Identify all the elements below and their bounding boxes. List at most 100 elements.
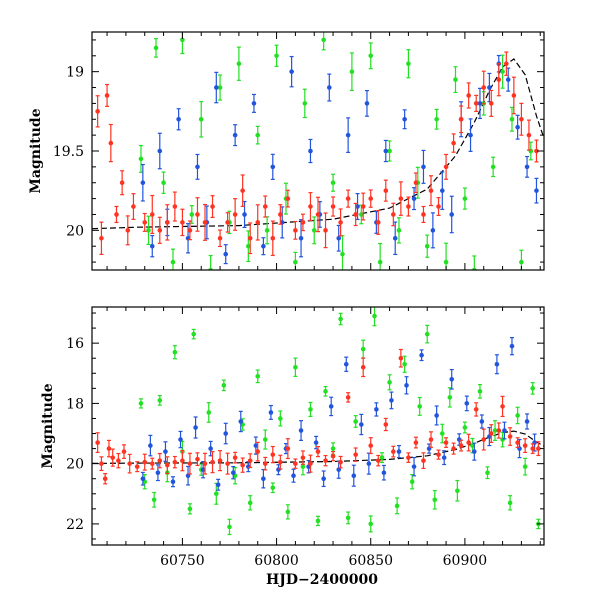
data-point [114, 212, 119, 217]
data-point [496, 77, 502, 82]
data-point [172, 459, 178, 465]
data-point [206, 410, 212, 415]
data-point [262, 204, 268, 209]
y-tick-label: 19.5 [53, 144, 84, 160]
data-point [315, 518, 321, 524]
data-point [134, 464, 140, 469]
data-point [223, 431, 229, 436]
data-point [502, 428, 507, 433]
data-point [262, 437, 268, 442]
data-point [157, 148, 163, 154]
data-point [264, 228, 270, 233]
data-point [353, 419, 358, 424]
data-point [440, 188, 445, 193]
data-point [253, 443, 259, 448]
data-point [443, 259, 449, 265]
data-point [172, 349, 178, 355]
top-panel: 19 19.5 20 Magnitude [28, 31, 545, 271]
data-point [300, 455, 306, 460]
data-point [246, 243, 251, 249]
data-point [108, 140, 114, 146]
data-point [247, 500, 253, 506]
data-point [524, 164, 530, 170]
data-point [360, 346, 366, 352]
data-point [293, 259, 298, 265]
data-point [119, 180, 125, 186]
data-point [490, 164, 496, 170]
data-point [311, 228, 317, 233]
data-point [238, 419, 244, 424]
data-point [359, 212, 364, 217]
data-point [413, 180, 419, 186]
data-point [375, 220, 381, 225]
data-point [315, 212, 321, 217]
data-point [278, 459, 283, 465]
data-point [240, 462, 245, 468]
data-point [261, 476, 266, 482]
data-point [515, 440, 520, 445]
data-point [368, 196, 374, 201]
data-point [360, 204, 366, 209]
data-point [172, 204, 178, 209]
data-point [227, 524, 232, 530]
data-point [432, 497, 438, 503]
data-point [140, 180, 146, 186]
data-point [355, 204, 360, 209]
data-point [351, 473, 357, 479]
data-point [149, 243, 155, 249]
data-point [95, 440, 100, 445]
data-point [381, 470, 387, 475]
data-point [462, 425, 468, 430]
data-point [247, 235, 253, 241]
data-point [421, 458, 426, 463]
data-point [200, 467, 206, 472]
data-point [488, 101, 494, 106]
data-point [180, 220, 185, 225]
data-point [298, 235, 304, 241]
data-point [436, 452, 441, 457]
data-point [279, 220, 285, 225]
data-point [505, 77, 511, 82]
data-point [364, 101, 370, 106]
data-point [255, 449, 261, 454]
data-point [191, 331, 196, 337]
data-point [180, 37, 185, 43]
data-point [336, 467, 342, 472]
data-point [345, 196, 351, 201]
data-point [217, 85, 223, 90]
data-point [195, 164, 200, 170]
data-point [398, 196, 404, 201]
data-point [509, 116, 515, 122]
data-point [477, 101, 483, 106]
data-point [345, 515, 351, 521]
data-point [155, 470, 161, 475]
data-point [149, 461, 155, 466]
top-data-layer [92, 32, 544, 270]
data-point [462, 196, 468, 201]
data-point [232, 132, 238, 138]
data-point [221, 383, 227, 388]
data-point [298, 428, 304, 433]
data-point [421, 212, 426, 217]
data-point [377, 259, 383, 265]
data-point [466, 93, 471, 98]
data-point [372, 313, 377, 319]
data-point [511, 93, 517, 98]
data-point [151, 497, 157, 503]
data-point [473, 101, 479, 106]
x-tick-label: 60800 [254, 553, 299, 569]
data-point [270, 485, 276, 491]
data-point [530, 386, 535, 391]
data-point [313, 440, 319, 445]
data-point [336, 235, 342, 241]
series-2 [95, 348, 541, 485]
data-point [451, 446, 456, 451]
data-point [99, 461, 104, 466]
series-0 [138, 307, 541, 536]
data-point [360, 364, 366, 370]
data-point [121, 449, 127, 454]
data-point [195, 456, 200, 462]
data-point [440, 431, 445, 436]
data-point [406, 455, 411, 460]
data-point [379, 455, 385, 460]
